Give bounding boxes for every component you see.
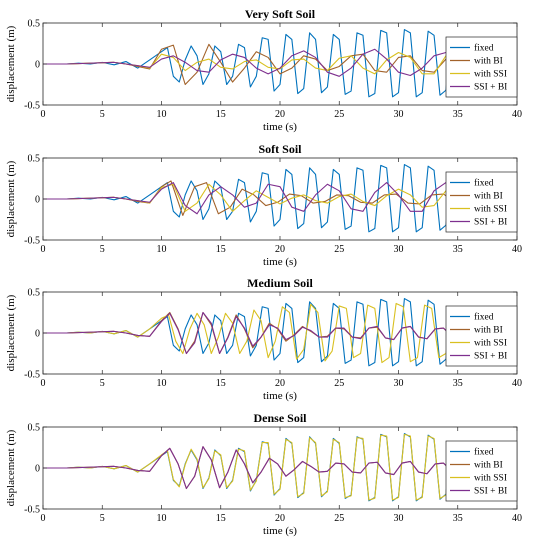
x-tick-label: 35: [453, 378, 463, 389]
legend-entry: SSI + BI: [474, 218, 507, 228]
chart-title: Very Soft Soil: [245, 7, 316, 21]
x-tick-label: 20: [275, 378, 285, 389]
x-tick-label: 15: [216, 378, 226, 389]
legend-entry: fixed: [474, 312, 494, 323]
x-axis-label: time (s): [263, 121, 297, 133]
y-axis-label: displacement (m): [5, 429, 17, 506]
x-tick-label: 20: [275, 513, 285, 524]
x-tick-label: 40: [512, 244, 522, 255]
legend-entry: with SSI: [474, 339, 507, 349]
x-tick-label: 40: [512, 513, 522, 524]
y-tick-label: -0.5: [24, 101, 40, 112]
y-tick-label: 0: [35, 195, 40, 206]
legend-entry: with SSI: [474, 205, 507, 215]
x-tick-label: 5: [100, 109, 105, 120]
x-tick-label: 25: [334, 244, 344, 255]
legend-entry: fixed: [474, 43, 494, 54]
legend: fixed with BI with SSI SSI + BI: [445, 305, 518, 367]
y-axis-label: displacement (m): [5, 25, 17, 102]
x-tick-label: 40: [512, 378, 522, 389]
x-tick-label: 15: [216, 513, 226, 524]
y-tick-label: -0.5: [24, 370, 40, 381]
x-tick-label: 20: [275, 109, 285, 120]
y-tick-label: 0.5: [28, 288, 41, 299]
legend-entry: with BI: [474, 326, 503, 336]
x-tick-label: 0: [41, 378, 46, 389]
y-tick-label: 0: [35, 464, 40, 475]
y-axis-label: displacement (m): [5, 160, 17, 237]
chart-title: Soft Soil: [258, 142, 302, 156]
chart-title: Dense Soil: [253, 411, 307, 425]
x-tick-label: 35: [453, 109, 463, 120]
x-tick-label: 30: [394, 378, 404, 389]
x-tick-label: 10: [157, 244, 167, 255]
x-tick-label: 25: [334, 109, 344, 120]
series-line-ssi-bi: [43, 48, 517, 77]
x-axis-label: time (s): [263, 390, 297, 402]
x-tick-label: 10: [157, 109, 167, 120]
y-tick-label: 0: [35, 60, 40, 71]
x-tick-label: 40: [512, 109, 522, 120]
legend-entry: with BI: [474, 461, 503, 471]
x-tick-label: 30: [394, 109, 404, 120]
x-tick-label: 5: [100, 244, 105, 255]
legend: fixed with BI with SSI SSI + BI: [445, 171, 518, 233]
x-tick-label: 5: [100, 513, 105, 524]
x-tick-label: 30: [394, 244, 404, 255]
x-tick-label: 15: [216, 109, 226, 120]
y-tick-label: 0.5: [28, 19, 41, 30]
y-tick-label: 0.5: [28, 423, 41, 434]
x-tick-label: 35: [453, 244, 463, 255]
x-tick-label: 0: [41, 244, 46, 255]
x-tick-label: 0: [41, 109, 46, 120]
x-tick-label: 30: [394, 513, 404, 524]
y-tick-label: -0.5: [24, 236, 40, 247]
y-tick-label: 0: [35, 329, 40, 340]
x-tick-label: 15: [216, 244, 226, 255]
y-tick-label: 0.5: [28, 154, 41, 165]
x-tick-label: 5: [100, 378, 105, 389]
legend-entry: SSI + BI: [474, 83, 507, 93]
x-axis-label: time (s): [263, 256, 297, 268]
x-tick-label: 25: [334, 378, 344, 389]
legend-entry: fixed: [474, 178, 494, 189]
legend-entry: with SSI: [474, 70, 507, 80]
y-axis-label: displacement (m): [5, 294, 17, 371]
y-tick-label: -0.5: [24, 505, 40, 516]
x-tick-label: 35: [453, 513, 463, 524]
legend-entry: with BI: [474, 57, 503, 67]
x-tick-label: 20: [275, 244, 285, 255]
x-tick-label: 10: [157, 513, 167, 524]
legend: fixed with BI with SSI SSI + BI: [445, 440, 518, 502]
series-line-ssi-bi: [43, 182, 517, 215]
x-tick-label: 0: [41, 513, 46, 524]
legend-entry: SSI + BI: [474, 487, 507, 497]
chart-title: Medium Soil: [247, 276, 313, 290]
x-tick-label: 10: [157, 378, 167, 389]
legend-entry: with SSI: [474, 474, 507, 484]
legend-entry: with BI: [474, 192, 503, 202]
legend-entry: SSI + BI: [474, 352, 507, 362]
x-axis-label: time (s): [263, 525, 297, 537]
x-tick-label: 25: [334, 513, 344, 524]
legend: fixed with BI with SSI SSI + BI: [445, 36, 518, 98]
legend-entry: fixed: [474, 447, 494, 458]
